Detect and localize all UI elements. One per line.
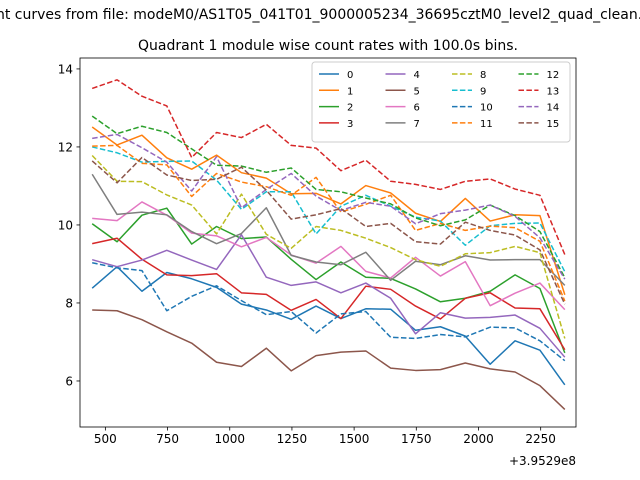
x-axis-offset-label: +3.9529e8 [509,454,576,468]
legend-label-9: 9 [480,86,486,97]
series-line-12 [91,115,566,278]
legend-label-0: 0 [347,70,353,81]
series-layer [91,79,566,410]
legend-label-4: 4 [414,70,420,81]
series-line-10 [92,262,566,362]
legend-label-15: 15 [547,119,560,130]
x-tick-label: 750 [156,432,179,446]
legend-label-7: 7 [414,119,420,130]
y-tick-label: 8 [65,296,73,310]
legend-label-5: 5 [414,86,420,97]
y-tick-label: 14 [58,62,73,76]
x-tick-label: 1250 [277,432,308,446]
figure-suptitle: Light curves from file: modeM0/AS1T05_04… [0,7,640,23]
series-line-1 [91,126,566,295]
legend-label-12: 12 [547,70,560,81]
y-tick-label: 12 [58,140,73,154]
y-tick-label: 6 [65,374,73,388]
series-line-9 [92,146,566,273]
series-line-13 [91,79,566,255]
plot-title: Quadrant 1 module wise count rates with … [138,38,518,54]
series-line-14 [92,133,566,280]
legend-label-6: 6 [414,103,420,114]
series-line-5 [92,309,566,410]
series-line-7 [91,173,566,286]
legend-label-2: 2 [347,103,353,114]
legend-label-8: 8 [480,70,486,81]
series-line-11 [92,144,566,302]
y-axis: 6 8 10 12 14 [58,62,80,388]
series-line-3 [92,237,566,351]
legend-label-3: 3 [347,119,353,130]
series-line-0 [91,265,566,386]
x-tick-label: 1000 [214,432,245,446]
x-tick-label: 2000 [463,432,494,446]
legend-label-13: 13 [547,86,560,97]
x-tick-label: 1750 [401,432,432,446]
plot-frame [79,57,577,428]
x-axis: 500 750 1000 1250 1500 1750 2000 2250 [94,427,556,446]
x-tick-label: 500 [94,432,117,446]
x-tick-label: 2250 [525,432,556,446]
series-line-15 [91,156,566,305]
legend-label-10: 10 [480,103,493,114]
legend-box [311,61,571,143]
legend-label-1: 1 [347,86,353,97]
y-tick-label: 10 [58,218,73,232]
series-line-2 [91,207,566,354]
series-line-4 [91,233,566,358]
legend-label-14: 14 [547,103,560,114]
legend-label-11: 11 [480,119,493,130]
x-tick-label: 1500 [339,432,370,446]
